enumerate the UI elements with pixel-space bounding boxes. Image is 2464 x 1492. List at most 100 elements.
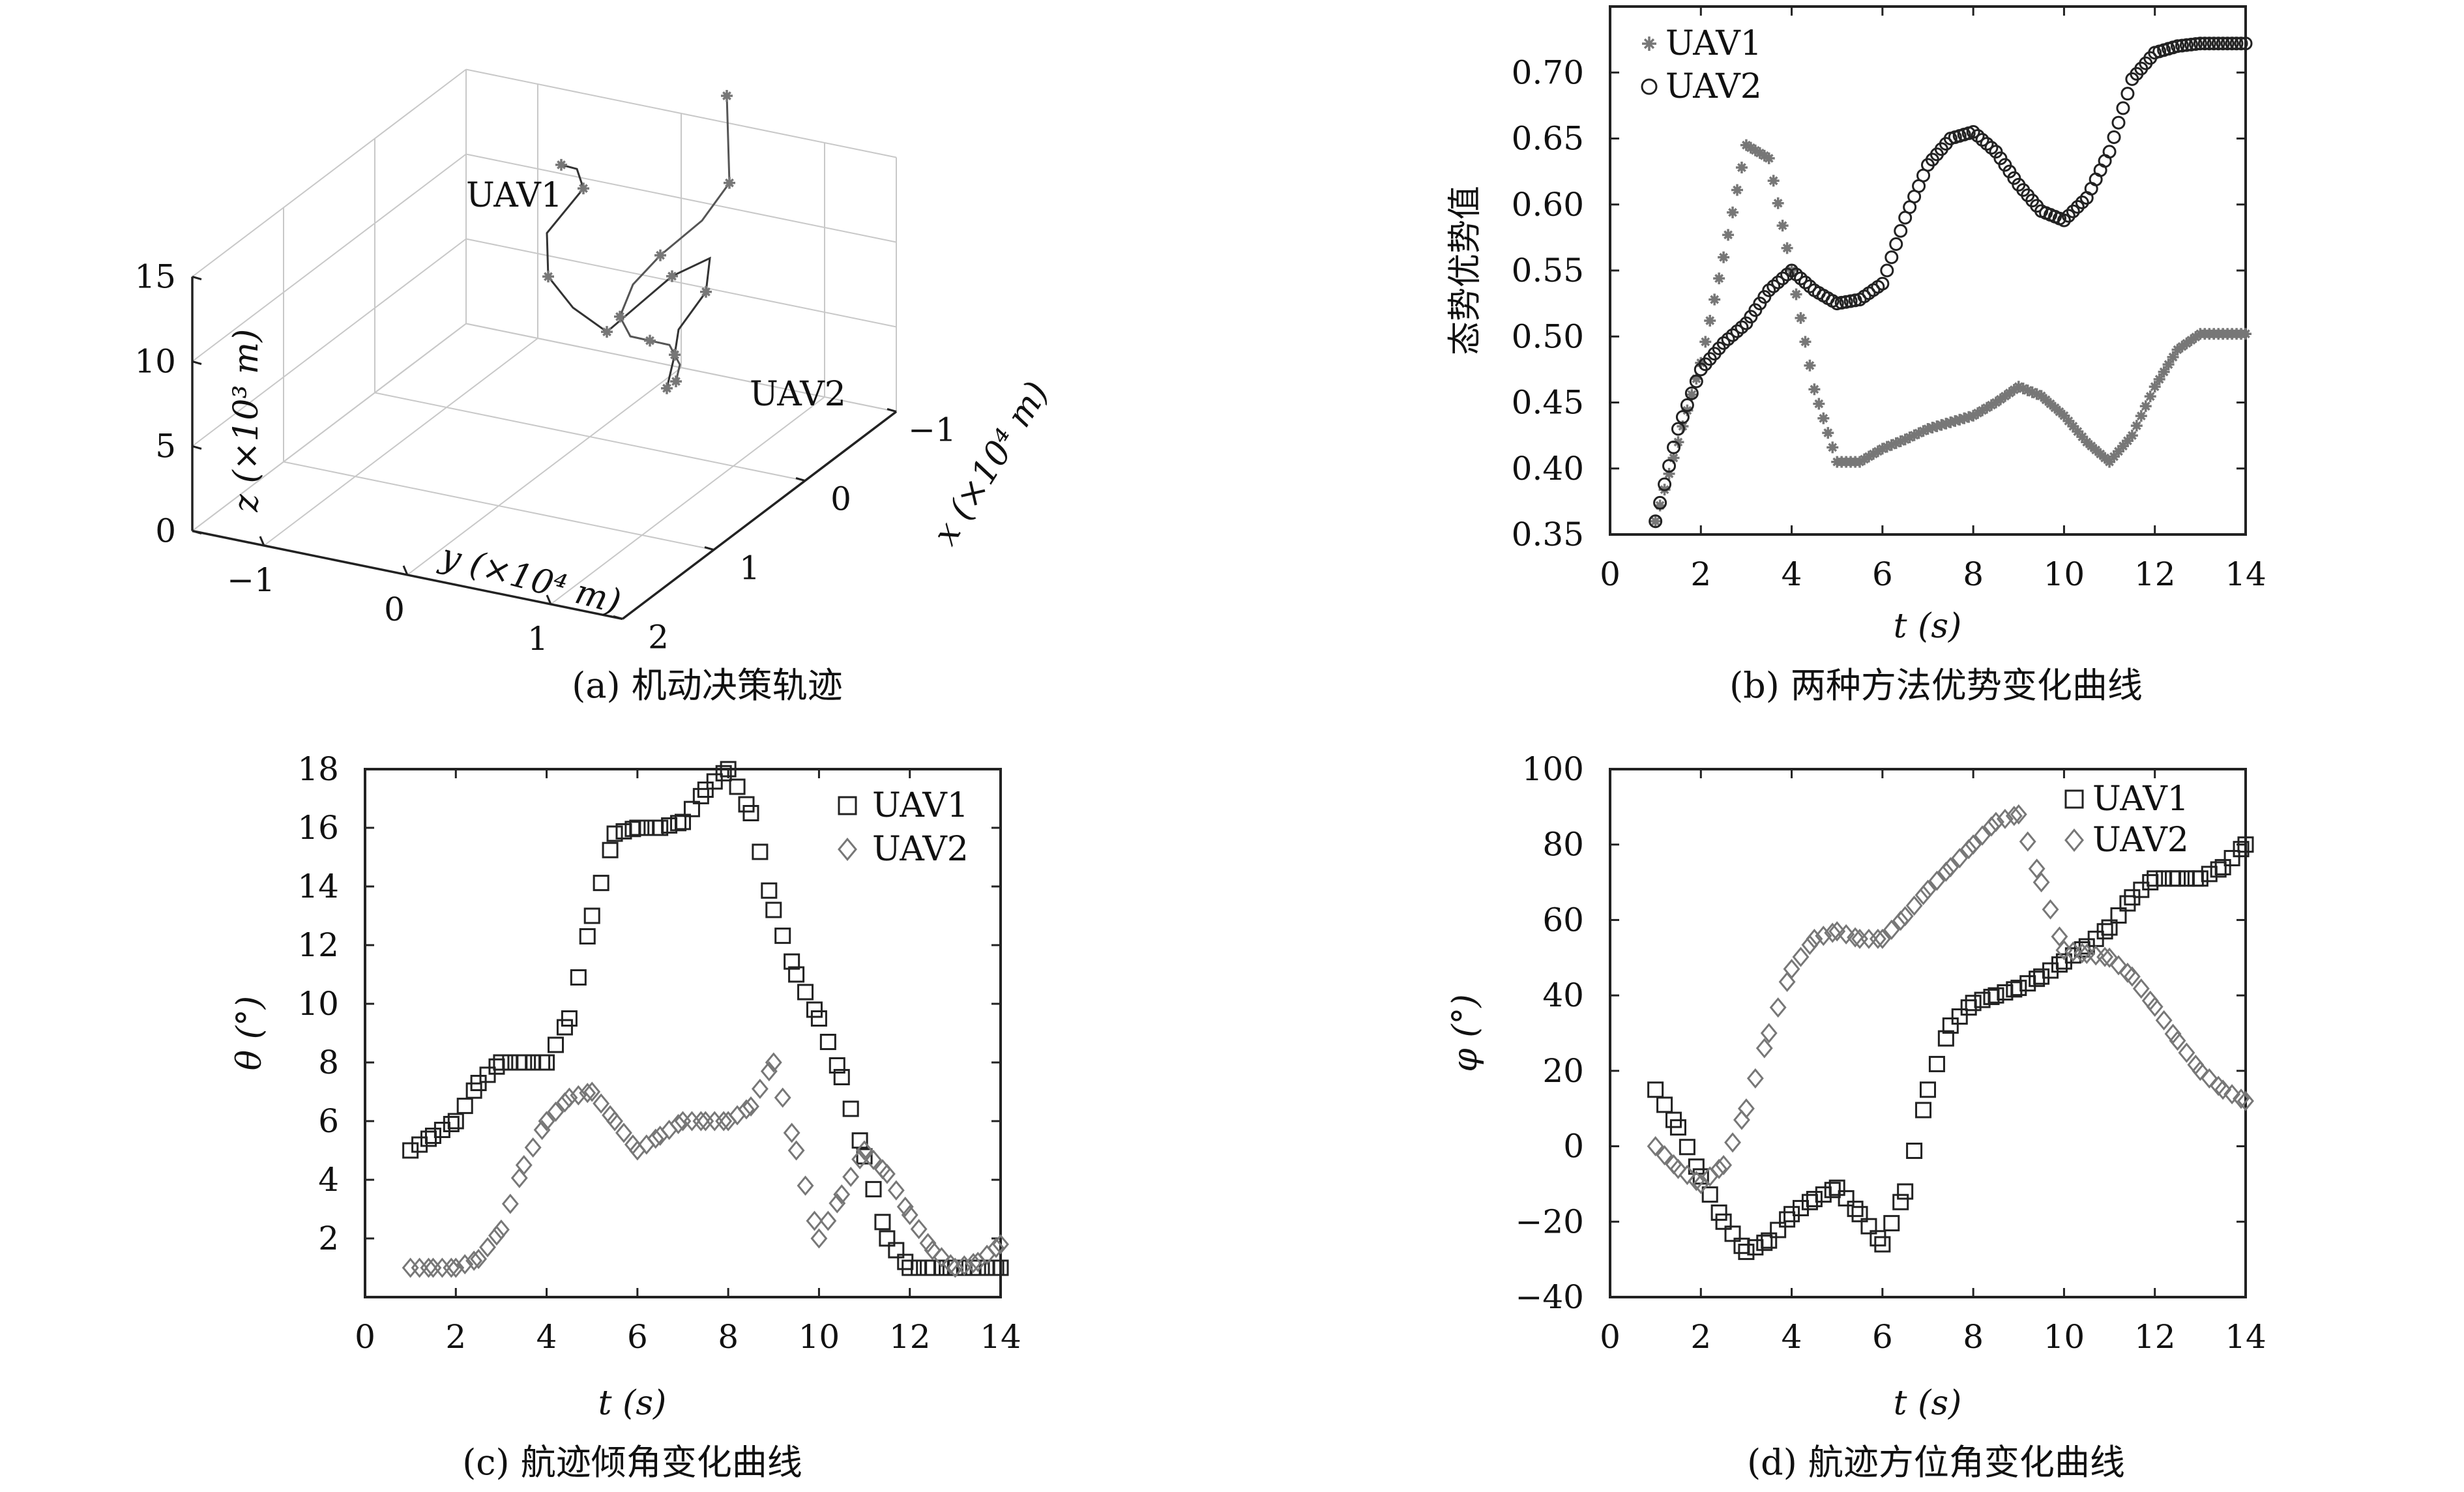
- point-uav1: [1795, 312, 1807, 324]
- point-uav2: [887, 1180, 905, 1201]
- point-uav1: [1963, 411, 1975, 423]
- point-uav2: [2096, 946, 2114, 967]
- point-uav1: [675, 813, 691, 830]
- panel-c-marks: [402, 761, 1009, 1278]
- point-uav2: [2019, 831, 2036, 852]
- point-uav2: [2238, 37, 2253, 51]
- point-uav1: [765, 901, 782, 918]
- point-uav1: [2223, 850, 2240, 867]
- point-uav2: [1724, 1132, 1741, 1153]
- x-tick-label: 10: [2044, 555, 2085, 593]
- y-tick-label: 1: [527, 620, 548, 658]
- point-uav2: [2188, 37, 2203, 51]
- y-tick-label: 12: [297, 926, 339, 964]
- point-uav1: [924, 1259, 941, 1276]
- point-uav1: [433, 1122, 450, 1138]
- legend-d-uav2-marker: [2064, 828, 2084, 852]
- point-uav2: [524, 1137, 542, 1158]
- y-tick-label: −20: [1515, 1203, 1584, 1240]
- point-uav1: [606, 825, 623, 842]
- point-uav2: [1838, 924, 1855, 944]
- point-uav1: [2033, 968, 2050, 985]
- point-uav2: [424, 1257, 442, 1278]
- y-tick: [546, 594, 552, 605]
- point-uav1: [2190, 331, 2202, 344]
- point-uav2: [556, 1092, 574, 1113]
- point-uav1: [2113, 445, 2124, 458]
- point-uav1: [570, 969, 587, 986]
- point-uav1: [1756, 1235, 1773, 1251]
- point-uav2: [1680, 398, 1694, 413]
- point-uav2: [2169, 1031, 2186, 1051]
- point-uav1: [888, 1242, 905, 1259]
- trajectory-marker-uav1: [700, 285, 712, 298]
- point-uav2: [1965, 834, 1982, 855]
- point-uav2: [1801, 935, 1819, 956]
- point-uav1: [1871, 445, 1884, 458]
- point-uav1: [992, 1259, 1009, 1276]
- point-uav2: [1710, 1158, 1728, 1179]
- x-tick-label: 2: [1690, 1318, 1711, 1356]
- x-tick-label: 0: [1600, 555, 1621, 593]
- point-uav2: [2110, 955, 2127, 976]
- x-tick-label: −1: [908, 411, 956, 449]
- point-uav1: [1908, 429, 1920, 441]
- point-uav1: [865, 1180, 882, 1197]
- legend-d-uav1-label: UAV1: [2092, 780, 2189, 819]
- point-uav2: [715, 1111, 733, 1132]
- point-uav1: [1987, 987, 2004, 1004]
- point-uav1: [1847, 1201, 1864, 1218]
- point-uav1: [2085, 440, 2098, 452]
- point-uav1: [548, 1036, 564, 1053]
- point-uav1: [1942, 1017, 1959, 1034]
- point-uav2: [2202, 37, 2216, 51]
- legend-b-uav2-label: UAV2: [1665, 67, 1762, 106]
- annotation-uav1: UAV1: [466, 176, 563, 215]
- point-uav2: [1919, 879, 1937, 900]
- point-uav1: [602, 841, 619, 858]
- x-tick-label: 8: [1963, 1318, 1984, 1356]
- legend-b-uav1-label: UAV1: [1665, 24, 1762, 63]
- point-uav1: [1870, 1230, 1886, 1247]
- point-uav1: [1862, 450, 1875, 463]
- z-tick-label: 0: [155, 512, 176, 550]
- point-uav2: [1658, 477, 1672, 491]
- point-uav2: [2132, 978, 2150, 999]
- point-uav2: [1688, 1171, 1705, 1192]
- point-uav2: [2101, 947, 2119, 968]
- point-uav2: [2214, 1079, 2232, 1100]
- point-uav1: [2180, 337, 2193, 349]
- point-uav1: [579, 928, 596, 944]
- point-uav1: [2055, 953, 2072, 970]
- point-uav1: [516, 1054, 533, 1071]
- point-uav2: [2197, 37, 2212, 51]
- point-uav2: [2010, 804, 2027, 825]
- point-uav1: [1967, 409, 1980, 422]
- point-uav2: [2233, 1089, 2250, 1109]
- point-uav1: [1949, 415, 1961, 427]
- point-uav1: [1738, 1244, 1755, 1261]
- y-tick-label: 0.50: [1512, 317, 1584, 355]
- point-uav2: [2075, 196, 2089, 210]
- point-uav1: [2169, 870, 2186, 887]
- point-uav1: [1986, 399, 1997, 411]
- legend-d-uav2-label: UAV2: [2092, 821, 2189, 860]
- point-uav1: [874, 1214, 891, 1231]
- point-uav1: [1770, 1221, 1787, 1238]
- point-uav2: [946, 1257, 964, 1278]
- point-uav2: [878, 1163, 896, 1184]
- trajectory-marker-uav1: [601, 326, 613, 338]
- legend-c-uav2-label: UAV2: [872, 830, 969, 869]
- point-uav1: [2003, 387, 2016, 399]
- point-uav2: [806, 1210, 823, 1231]
- point-uav2: [1896, 906, 1914, 927]
- point-uav2: [738, 1099, 755, 1120]
- point-uav2: [1928, 870, 1946, 891]
- point-uav2: [2111, 115, 2126, 130]
- point-uav1: [2053, 405, 2066, 418]
- trajectory-marker-uav2: [654, 249, 666, 261]
- point-uav1: [2156, 870, 2173, 887]
- point-uav2: [561, 1087, 578, 1108]
- x-tick-label: 2: [648, 619, 669, 656]
- z-tick-label: 10: [134, 343, 176, 381]
